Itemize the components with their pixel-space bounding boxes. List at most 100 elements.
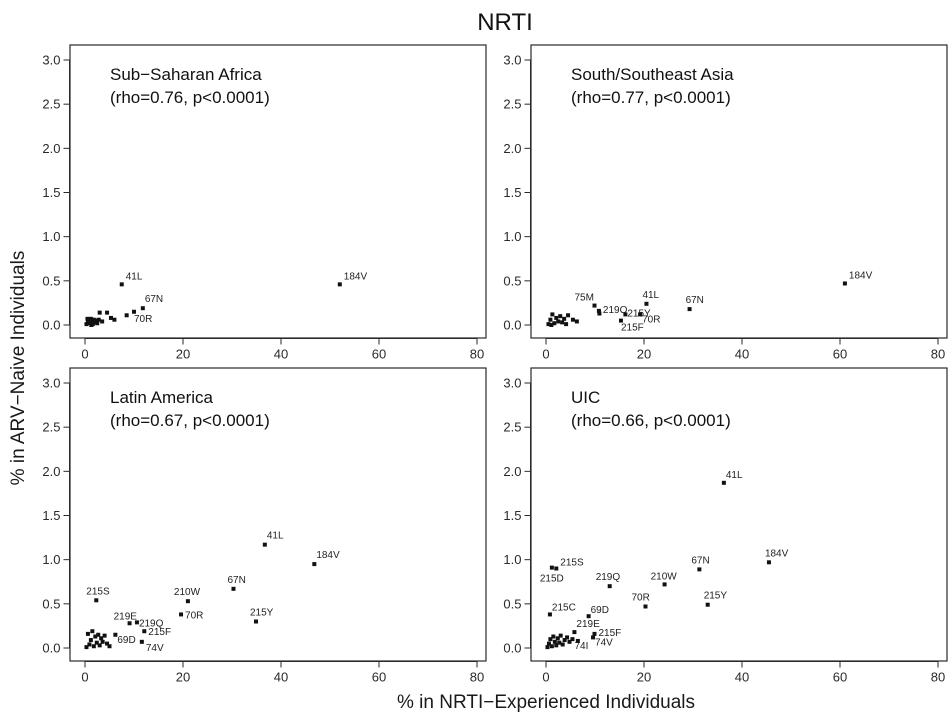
data-point — [102, 633, 107, 638]
data-point — [550, 312, 555, 317]
x-tick-label: 40 — [274, 347, 288, 362]
data-point — [254, 619, 259, 624]
y-tick-label: 1.5 — [42, 508, 60, 523]
data-point — [97, 643, 102, 648]
x-axis-title: % in NRTI−Experienced Individuals — [397, 692, 695, 713]
panel-2: 0.0 0.5 1.0 1.5 2.0 2.5 3.0 0 20 40 60 80 South/Sout… — [503, 44, 948, 362]
x-tick-label: 20 — [176, 670, 190, 685]
data-point — [94, 598, 99, 603]
data-point — [687, 307, 692, 312]
data-point-label: 219E — [576, 619, 600, 630]
data-point-label: 184V — [765, 548, 789, 559]
data-point — [105, 310, 110, 315]
data-point — [545, 645, 550, 650]
y-tick-label: 1.0 — [503, 229, 521, 244]
data-point — [558, 314, 563, 319]
data-point — [558, 633, 563, 638]
data-point — [547, 612, 552, 617]
data-point-label: 210W — [174, 587, 201, 598]
data-point — [572, 630, 577, 635]
data-point — [705, 602, 710, 607]
data-point — [139, 639, 144, 644]
data-point — [113, 632, 118, 637]
data-point — [99, 636, 104, 641]
y-tick-label: 1.5 — [503, 508, 521, 523]
data-point — [662, 582, 667, 587]
data-point — [84, 645, 89, 650]
x-tick-label: 0 — [542, 347, 549, 362]
data-point — [88, 638, 93, 643]
y-tick-label: 0.0 — [42, 641, 60, 656]
data-point — [697, 567, 702, 572]
data-point-label: 74V — [146, 643, 164, 654]
data-point — [554, 643, 559, 648]
data-point — [643, 604, 648, 609]
data-point — [262, 542, 267, 547]
data-point-label: 41L — [267, 531, 284, 542]
data-point-label: 184V — [849, 270, 873, 281]
data-point — [644, 301, 649, 306]
data-point — [140, 306, 145, 311]
data-point — [574, 319, 579, 324]
data-point — [100, 319, 105, 324]
y-tick-label: 3.0 — [503, 53, 521, 68]
data-point — [591, 635, 596, 640]
data-point — [560, 642, 565, 647]
data-point — [623, 312, 628, 317]
data-point-label: 67N — [227, 575, 245, 586]
data-point — [231, 586, 236, 591]
x-tick-label: 40 — [735, 347, 749, 362]
data-point-label: 41L — [726, 470, 743, 481]
x-tick-label: 80 — [470, 347, 484, 362]
data-point — [89, 323, 94, 327]
data-point — [562, 316, 567, 321]
data-point-label: 41L — [642, 290, 659, 301]
panel-subtitle: (rho=0.66, p<0.0001) — [571, 411, 731, 430]
data-point — [93, 318, 98, 323]
y-tick-label: 1.0 — [503, 552, 521, 567]
data-point-label: 70R — [185, 610, 203, 621]
panel-title: Latin America — [110, 388, 214, 407]
data-point-label: 41L — [126, 271, 143, 282]
x-tick-label: 20 — [637, 347, 651, 362]
data-point — [552, 639, 557, 644]
data-point-label: 215D — [540, 574, 564, 585]
data-point — [134, 620, 139, 625]
x-tick-label: 20 — [637, 670, 651, 685]
y-tick-label: 0.0 — [503, 318, 521, 333]
data-point-label: 75M — [575, 293, 594, 304]
data-point-label: 215S — [86, 586, 110, 597]
data-point-label: 70R — [642, 314, 660, 325]
data-point — [556, 319, 561, 324]
panel-subtitle: (rho=0.76, p<0.0001) — [110, 88, 270, 107]
x-tick-label: 20 — [176, 347, 190, 362]
data-point — [119, 282, 124, 287]
panels-group: 0.0 0.5 1.0 1.5 2.0 2.5 3.0 0 20 40 60 80 Sub−Sahara… — [42, 44, 948, 685]
data-point — [554, 566, 559, 571]
data-point — [552, 321, 557, 326]
y-tick-label: 0.5 — [42, 596, 60, 611]
data-point — [87, 642, 92, 647]
data-point — [549, 644, 554, 649]
x-tick-label: 60 — [833, 670, 847, 685]
y-tick-label: 2.5 — [503, 420, 521, 435]
x-tick-label: 60 — [372, 347, 386, 362]
data-point — [94, 640, 99, 645]
data-point — [100, 639, 105, 644]
x-tick-label: 40 — [735, 670, 749, 685]
y-tick-label: 1.0 — [42, 552, 60, 567]
data-point — [549, 323, 554, 327]
data-point — [575, 638, 580, 643]
data-point — [96, 317, 101, 322]
data-point — [124, 313, 129, 318]
y-tick-label: 3.0 — [42, 53, 60, 68]
x-tick-label: 60 — [372, 670, 386, 685]
data-point — [592, 303, 597, 308]
data-point-label: 219Q — [603, 305, 628, 316]
data-point-label: 215F — [621, 323, 644, 334]
data-point — [91, 644, 96, 649]
data-point — [549, 565, 554, 570]
data-point — [557, 640, 562, 645]
data-point-label: 219Q — [139, 618, 164, 629]
